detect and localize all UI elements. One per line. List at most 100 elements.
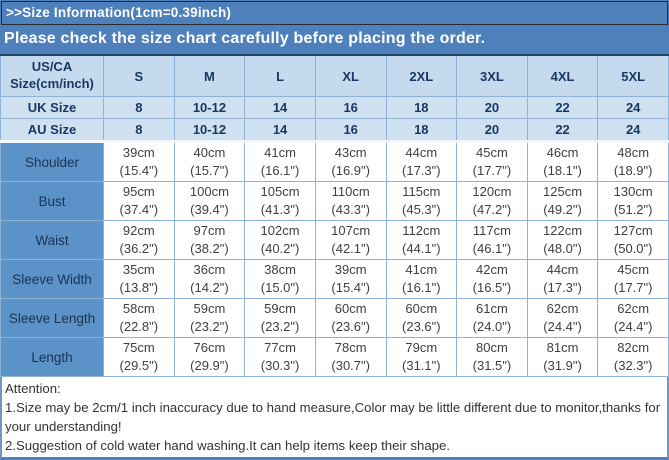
- size-column-header-s: S: [103, 54, 175, 97]
- inch-value: (42.1"): [331, 241, 370, 256]
- uk-size-value: 24: [597, 96, 669, 119]
- inch-value: (31.1"): [402, 358, 441, 373]
- au-size-value: 14: [244, 118, 316, 142]
- cm-value: 115cm: [402, 184, 441, 199]
- measurement-cell: 81cm (31.9"): [526, 337, 599, 377]
- measurement-cell: 107cm (42.1"): [314, 220, 387, 260]
- inch-value: (51.2"): [613, 202, 653, 217]
- measurement-label-sleeve-length: Sleeve Length: [0, 298, 104, 338]
- measurement-cell: 44cm (17.3"): [526, 259, 599, 299]
- measurement-cell: 38cm (15.0"): [244, 259, 316, 299]
- inch-value: (30.3"): [260, 358, 300, 373]
- cm-value: 77cm: [264, 340, 296, 355]
- measurement-cell: 44cm (17.3"): [385, 140, 458, 182]
- measurement-label-shoulder: Shoulder: [0, 140, 104, 182]
- cm-value: 59cm: [193, 301, 226, 316]
- cm-value: 62cm: [617, 301, 650, 316]
- banner-subtitle: Please check the size chart carefully be…: [4, 30, 486, 47]
- cm-value: 38cm: [264, 262, 296, 277]
- measurement-cell: 39cm (15.4"): [103, 140, 175, 182]
- au-size-value: 20: [456, 118, 528, 142]
- cm-value: 82cm: [617, 340, 650, 355]
- inch-value: (50.0"): [613, 241, 653, 256]
- inch-value: (49.2"): [543, 202, 582, 217]
- inch-value: (30.7"): [331, 358, 370, 373]
- measurement-cell: 78cm (30.7"): [314, 337, 387, 377]
- cm-value: 81cm: [546, 340, 579, 355]
- measurement-label-length: Length: [0, 337, 104, 377]
- measurement-cell: 39cm (15.4"): [314, 259, 387, 299]
- measurement-cell: 62cm (24.4"): [597, 298, 669, 338]
- measurement-cell: 40cm (15.7"): [173, 140, 246, 182]
- uk-size-value: 8: [103, 96, 175, 119]
- inch-value: (17.3"): [402, 163, 441, 178]
- measurement-cell: 112cm (44.1"): [385, 220, 458, 260]
- measurement-row-length: Length 75cm (29.5") 76cm (29.9") 77cm (30.3") 7…: [0, 337, 669, 377]
- uk-size-label: UK Size: [0, 96, 104, 119]
- cm-value: 102cm: [260, 223, 300, 238]
- inch-value: (29.5"): [119, 358, 159, 373]
- cm-value: 60cm: [334, 301, 367, 316]
- inch-value: (24.4"): [613, 319, 653, 334]
- inch-value: (15.4"): [331, 280, 370, 295]
- au-size-value: 22: [526, 118, 599, 142]
- au-size-value: 8: [103, 118, 175, 142]
- cm-value: 122cm: [543, 223, 583, 238]
- size-column-header-m: M: [173, 54, 246, 97]
- attention-title: Attention:: [5, 381, 61, 396]
- cm-value: 41cm: [264, 145, 296, 160]
- measurement-cell: 42cm (16.5"): [456, 259, 528, 299]
- cm-value: 76cm: [193, 340, 226, 355]
- cm-value: 61cm: [476, 301, 508, 316]
- cm-value: 107cm: [331, 223, 371, 238]
- cm-value: 45cm: [476, 145, 508, 160]
- inch-value: (15.4"): [119, 163, 159, 178]
- cm-value: 45cm: [617, 262, 650, 277]
- measurement-cell: 125cm (49.2"): [526, 181, 599, 221]
- inch-value: (23.2"): [260, 319, 300, 334]
- cm-value: 92cm: [122, 223, 155, 238]
- measurement-row-shoulder: Shoulder 39cm (15.4") 40cm (15.7") 41cm (16.1"…: [0, 140, 669, 182]
- measurement-cell: 45cm (17.7"): [597, 259, 669, 299]
- inch-value: (18.1"): [543, 163, 582, 178]
- inch-value: (23.2"): [190, 319, 229, 334]
- inch-value: (13.8"): [119, 280, 159, 295]
- cm-value: 80cm: [476, 340, 508, 355]
- inch-value: (24.0"): [472, 319, 512, 334]
- inch-value: (23.6"): [331, 319, 370, 334]
- inch-value: (23.6"): [402, 319, 441, 334]
- cm-value: 100cm: [189, 184, 229, 199]
- inch-value: (17.7"): [472, 163, 512, 178]
- measurement-cell: 82cm (32.3"): [597, 337, 669, 377]
- cm-value: 43cm: [334, 145, 367, 160]
- measurement-cell: 62cm (24.4"): [526, 298, 599, 338]
- measurement-label-sleeve-width: Sleeve Width: [0, 259, 104, 299]
- size-column-header-5xl: 5XL: [597, 54, 669, 97]
- inch-value: (29.9"): [190, 358, 229, 373]
- inch-value: (31.9"): [543, 358, 582, 373]
- measurement-cell: 60cm (23.6"): [314, 298, 387, 338]
- measurement-cell: 75cm (29.5"): [103, 337, 175, 377]
- measurement-cell: 41cm (16.1"): [385, 259, 458, 299]
- measurement-cell: 43cm (16.9"): [314, 140, 387, 182]
- measurement-cell: 60cm (23.6"): [385, 298, 458, 338]
- inch-value: (37.4"): [119, 202, 159, 217]
- attention-note-1: 1.Size may be 2cm/1 inch inaccuracy due …: [5, 400, 661, 434]
- cm-value: 127cm: [613, 223, 653, 238]
- cm-value: 59cm: [264, 301, 296, 316]
- uk-size-value: 18: [385, 96, 458, 119]
- cm-value: 125cm: [543, 184, 583, 199]
- cm-value: 41cm: [405, 262, 438, 277]
- inch-value: (39.4"): [190, 202, 229, 217]
- inch-value: (24.4"): [543, 319, 582, 334]
- measurement-cell: 92cm (36.2"): [103, 220, 175, 260]
- au-size-value: 18: [385, 118, 458, 142]
- inch-value: (17.7"): [613, 280, 653, 295]
- measurement-cell: 35cm (13.8"): [103, 259, 175, 299]
- cm-value: 60cm: [405, 301, 438, 316]
- inch-value: (43.3"): [331, 202, 370, 217]
- measurement-label-bust: Bust: [0, 181, 104, 221]
- uk-size-value: 22: [526, 96, 599, 119]
- au-size-value: 24: [597, 118, 669, 142]
